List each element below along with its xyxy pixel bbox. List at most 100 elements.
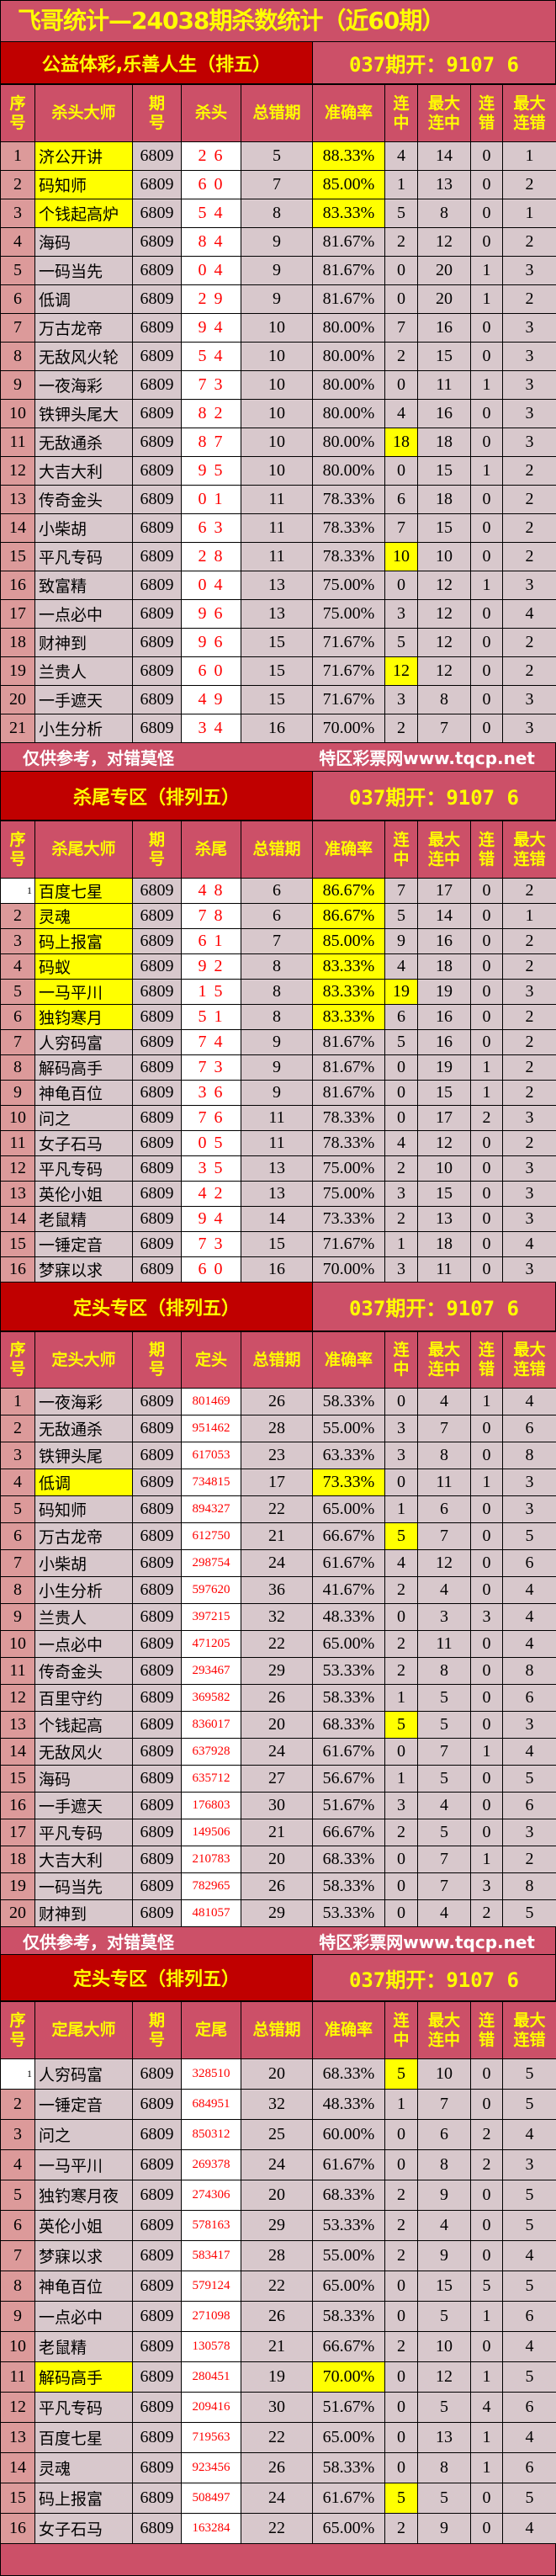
column-header-current-miss: 连 错 [471,85,503,142]
cell-period: 6809 [133,1550,182,1577]
cell-current-miss: 0 [471,879,503,904]
cell-period: 6809 [133,1030,182,1055]
site-link[interactable]: 特区彩票网www.tqcp.net [319,1929,535,1953]
cell-total-errors: 30 [241,2393,313,2423]
cell-master-name: 一码当先 [35,1873,133,1900]
cell-accuracy: 70.00% [313,1257,385,1283]
cell-current-streak: 7 [385,314,418,343]
cell-accuracy: 83.33% [313,954,385,980]
cell-accuracy: 53.33% [313,1900,385,1927]
cell-current-streak: 2 [385,2241,418,2271]
cell-kill-number: 2 9 [182,285,241,314]
cell-current-miss: 0 [471,171,503,199]
cell-total-errors: 9 [241,1055,313,1081]
cell-max-miss: 3 [503,714,556,743]
cell-max-miss: 3 [503,571,556,600]
cell-period: 6809 [133,1685,182,1712]
cell-total-errors: 32 [241,1604,313,1631]
cell-current-miss: 0 [471,2514,503,2544]
cell-seq: 12 [1,457,35,486]
cell-period: 6809 [133,1819,182,1846]
cell-current-miss: 0 [471,600,503,629]
cell-max-streak: 8 [418,1658,471,1685]
cell-kill-number: 1 5 [182,980,241,1005]
cell-current-streak: 2 [385,1631,418,1658]
cell-accuracy: 61.67% [313,1739,385,1766]
cell-max-streak: 12 [418,2362,471,2393]
cell-period: 6809 [133,2453,182,2483]
cell-total-errors: 8 [241,199,313,228]
cell-master-name: 一马平川 [35,2150,133,2180]
cell-max-streak: 7 [418,2090,471,2120]
cell-total-errors: 11 [241,514,313,543]
cell-max-streak: 16 [418,400,471,428]
cell-master-name: 小生分析 [35,1577,133,1604]
cell-total-errors: 32 [241,2090,313,2120]
cell-master-name: 兰贵人 [35,1604,133,1631]
site-link[interactable]: 特区彩票网www.tqcp.net [319,745,535,769]
cell-master-name: 传奇金头 [35,1658,133,1685]
cell-accuracy: 73.33% [313,1469,385,1496]
cell-current-miss: 2 [471,1900,503,1927]
cell-max-streak: 11 [418,1631,471,1658]
cell-total-errors: 7 [241,171,313,199]
cell-kill-number: 280451 [182,2362,241,2393]
cell-accuracy: 68.33% [313,2059,385,2090]
cell-kill-number: 923456 [182,2453,241,2483]
column-header-seq: 序 号 [1,821,35,879]
column-header-max-streak: 最大 连中 [418,821,471,879]
cell-current-miss: 0 [471,2090,503,2120]
cell-kill-number: 5 4 [182,343,241,371]
cell-accuracy: 53.33% [313,2211,385,2241]
cell-current-miss: 3 [471,1873,503,1900]
cell-seq: 16 [1,571,35,600]
cell-kill-number: 7 8 [182,904,241,929]
cell-current-miss: 0 [471,1415,503,1442]
cell-seq: 1 [1,142,35,171]
cell-period: 6809 [133,1232,182,1257]
cell-kill-number: 6 1 [182,929,241,954]
cell-max-streak: 17 [418,1106,471,1131]
column-header-kill-number: 定尾 [182,2002,241,2059]
cell-master-name: 一夜海彩 [35,371,133,400]
cell-accuracy: 80.00% [313,400,385,428]
cell-seq: 2 [1,1415,35,1442]
cell-max-miss: 2 [503,629,556,657]
cell-master-name: 一码当先 [35,257,133,285]
cell-accuracy: 66.67% [313,1523,385,1550]
cell-max-miss: 2 [503,1131,556,1156]
column-header-total-errors: 总错期 [241,85,313,142]
cell-current-miss: 4 [471,2393,503,2423]
cell-current-miss: 1 [471,571,503,600]
cell-max-miss: 5 [503,2483,556,2514]
cell-current-miss: 1 [471,2453,503,2483]
cell-seq: 6 [1,1523,35,1550]
cell-accuracy: 88.33% [313,142,385,171]
cell-master-name: 小柴胡 [35,1550,133,1577]
cell-accuracy: 51.67% [313,1793,385,1819]
cell-accuracy: 75.00% [313,600,385,629]
cell-total-errors: 20 [241,1846,313,1873]
cell-seq: 15 [1,2483,35,2514]
cell-total-errors: 6 [241,904,313,929]
cell-current-streak: 0 [385,1081,418,1106]
cell-period: 6809 [133,514,182,543]
cell-max-streak: 18 [418,1232,471,1257]
cell-master-name: 人穷码富 [35,1030,133,1055]
cell-kill-number: 951462 [182,1415,241,1442]
cell-current-streak: 2 [385,1819,418,1846]
cell-period: 6809 [133,1469,182,1496]
cell-current-miss: 0 [471,343,503,371]
